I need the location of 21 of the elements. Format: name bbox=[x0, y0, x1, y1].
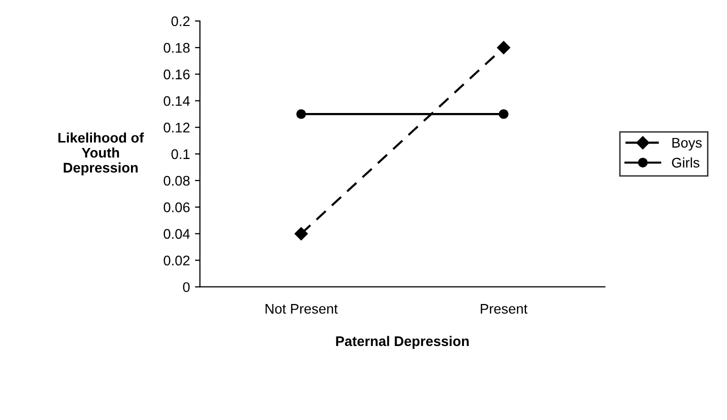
x-tick-label: Present bbox=[480, 304, 528, 314]
x-axis-title: Paternal Depression bbox=[336, 336, 469, 349]
y-axis-title: Likelihood of Youth Depression bbox=[58, 132, 144, 176]
y-tick-label: 0 bbox=[183, 282, 190, 292]
point bbox=[296, 109, 306, 119]
y-tick-label: 0.06 bbox=[164, 202, 190, 212]
point bbox=[498, 109, 508, 119]
y-tick-label: 0.04 bbox=[164, 229, 190, 239]
y-tick-label: 0.08 bbox=[164, 176, 190, 186]
y-tick-label: 0.18 bbox=[164, 42, 190, 53]
point bbox=[497, 41, 510, 54]
y-tick-label: 0.02 bbox=[164, 256, 190, 266]
y-tick-label: 0.2 bbox=[171, 16, 190, 26]
y-tick-label: 0.12 bbox=[164, 122, 190, 133]
legend-label: Boys bbox=[672, 138, 702, 150]
legend-label: Girls bbox=[672, 157, 700, 168]
y-tick-label: 0.16 bbox=[164, 70, 190, 80]
y-tick-label: 0.14 bbox=[164, 96, 190, 106]
point bbox=[294, 227, 308, 240]
x-tick-label: Not Present bbox=[266, 304, 338, 314]
y-tick-label: 0.1 bbox=[171, 149, 190, 160]
